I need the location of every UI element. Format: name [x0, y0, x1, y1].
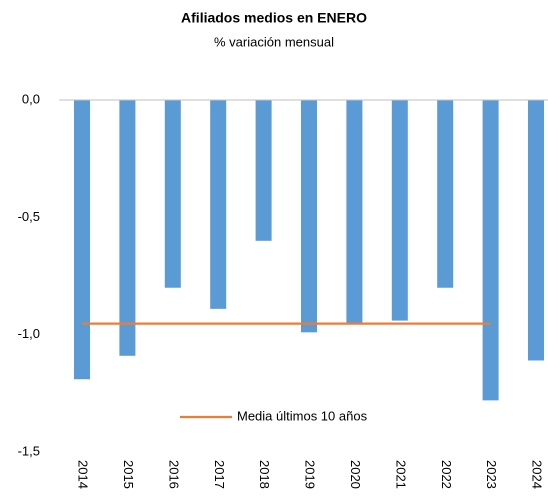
x-tick-label: 2021	[393, 460, 408, 489]
x-tick-label: 2024	[530, 460, 545, 489]
chart-title: Afiliados medios en ENERO	[181, 10, 367, 26]
y-tick-label: -0,5	[18, 209, 40, 224]
bar	[255, 100, 272, 241]
bar	[301, 100, 317, 333]
bar	[119, 100, 136, 356]
bar	[482, 100, 499, 401]
x-tick-label: 2016	[166, 460, 181, 489]
chart-subtitle: % variación mensual	[214, 34, 334, 49]
legend-label: Media últimos 10 años	[237, 408, 368, 423]
x-tick-label: 2015	[121, 460, 136, 489]
bar	[164, 100, 181, 288]
bar	[346, 100, 363, 323]
x-tick-label: 2023	[484, 460, 499, 489]
x-tick-label: 2018	[257, 460, 272, 489]
y-tick-label: 0,0	[22, 91, 40, 106]
bar	[391, 100, 408, 321]
x-tick-label: 2022	[439, 460, 454, 489]
bar	[210, 100, 227, 309]
bar	[528, 100, 544, 361]
x-tick-label: 2020	[348, 460, 363, 489]
bar	[437, 100, 454, 288]
bar	[74, 100, 90, 380]
y-tick-label: -1,5	[18, 443, 40, 458]
x-tick-label: 2014	[76, 460, 91, 489]
x-tick-label: 2017	[212, 460, 227, 489]
x-tick-label: 2019	[303, 460, 318, 489]
y-tick-label: -1,0	[18, 326, 40, 341]
